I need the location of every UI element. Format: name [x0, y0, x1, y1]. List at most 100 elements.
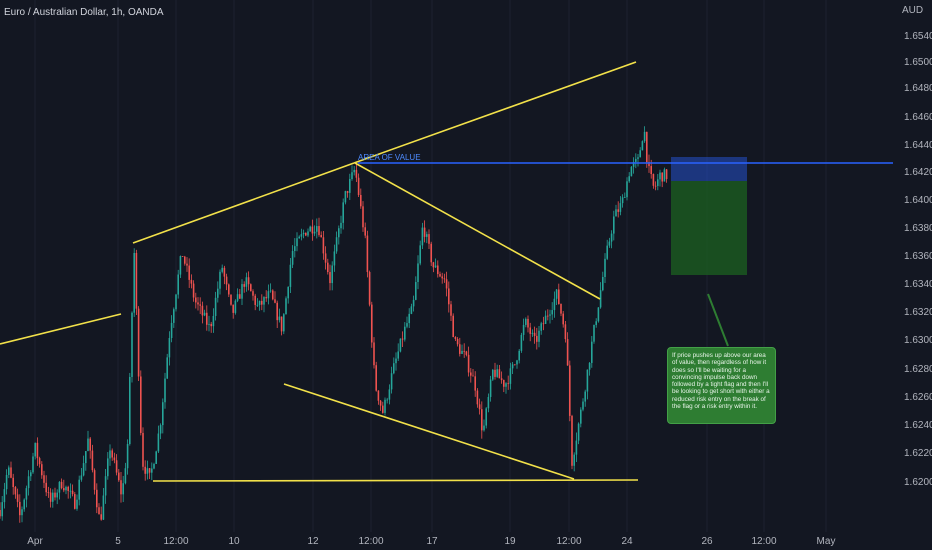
candle-body — [316, 226, 318, 232]
candle-body — [164, 378, 166, 403]
x-tick-label: May — [817, 536, 836, 547]
candle-body — [63, 488, 65, 491]
candle-body — [641, 141, 644, 151]
trendline-base[interactable] — [152, 479, 639, 482]
candle-body — [368, 272, 371, 305]
candle-body — [148, 468, 151, 473]
candle-body — [300, 234, 303, 237]
candle-body — [276, 302, 278, 321]
candle-body — [278, 316, 281, 321]
candle-body — [177, 274, 179, 295]
trendline-upper-2[interactable] — [353, 61, 637, 164]
candle-body — [441, 276, 443, 279]
trendline-left[interactable] — [0, 313, 122, 345]
candle-body — [538, 330, 540, 342]
trade-note[interactable]: If price pushes up above our area of val… — [667, 347, 776, 424]
risk-zone[interactable] — [671, 157, 747, 181]
candle-body — [322, 237, 325, 254]
candle-body — [487, 396, 490, 409]
candle-body — [507, 383, 509, 385]
candle-body — [247, 277, 250, 285]
x-tick-label: 17 — [426, 536, 438, 547]
candle-body — [525, 318, 527, 325]
candle-body — [434, 265, 437, 268]
candle-body — [162, 402, 164, 426]
candle-body — [201, 305, 204, 316]
candle-body — [311, 226, 314, 234]
candle-body — [575, 440, 578, 455]
trendline-wedge-top[interactable] — [354, 162, 601, 300]
candle-body — [261, 300, 263, 305]
candle-body — [549, 314, 551, 316]
candle-body — [379, 400, 382, 406]
candle-body — [184, 256, 186, 264]
candle-body — [657, 179, 659, 186]
candle-body — [500, 378, 503, 381]
candle-body — [461, 350, 463, 354]
candle-body — [384, 399, 386, 413]
candle-body — [551, 310, 553, 315]
candle-body — [558, 289, 560, 304]
candle-body — [408, 313, 410, 324]
candle-body — [476, 390, 479, 405]
y-tick-label: 1.64600 — [904, 112, 932, 123]
candle-body — [630, 166, 633, 177]
candle-body — [78, 479, 80, 500]
candle-body — [635, 158, 637, 162]
candle-body — [302, 232, 305, 235]
candle-body — [465, 351, 468, 355]
candle-body — [619, 203, 622, 212]
candle-body — [54, 492, 56, 498]
candle-body — [492, 369, 494, 380]
candle-body — [113, 457, 116, 461]
candle-body — [197, 302, 199, 305]
candle-body — [606, 245, 608, 259]
reward-zone[interactable] — [671, 181, 747, 275]
candle-body — [199, 304, 201, 306]
candle-body — [267, 291, 270, 299]
candle-body — [353, 169, 355, 173]
candle-body — [333, 251, 336, 266]
candle-body — [122, 483, 124, 495]
candle-body — [5, 474, 8, 490]
candle-body — [459, 344, 461, 354]
candle-body — [313, 231, 316, 234]
candle-body — [621, 197, 624, 204]
candle-body — [511, 364, 514, 369]
y-tick-label: 1.63000 — [904, 335, 932, 346]
candle-body — [432, 262, 435, 268]
candle-body — [76, 499, 78, 509]
candle-body — [610, 233, 613, 242]
candle-body — [294, 246, 296, 251]
y-axis-ticks: 1.65400 1.65000 1.64800 1.64600 1.64400 1.642… — [904, 31, 932, 488]
candle-body — [65, 486, 67, 491]
candle-body — [190, 279, 193, 284]
trendline-wedge-bottom[interactable] — [283, 383, 575, 480]
candle-body — [250, 284, 252, 292]
candle-body — [30, 472, 32, 477]
candle-body — [21, 509, 23, 516]
candle-body — [430, 243, 432, 263]
candle-body — [335, 237, 338, 252]
candle-body — [663, 169, 666, 182]
candle-body — [225, 276, 228, 285]
candle-body — [463, 350, 465, 352]
candle-body — [564, 324, 567, 340]
candle-body — [577, 423, 580, 441]
y-tick-label: 1.65000 — [904, 57, 932, 68]
candle-body — [397, 351, 399, 359]
candle-body — [74, 494, 76, 509]
candle-body — [252, 291, 254, 296]
trendline-upper-1[interactable] — [132, 162, 355, 244]
x-axis-ticks: Apr 5 12:00 10 12 12:00 17 19 12:00 24 26 12:00 May — [27, 536, 835, 547]
candle-body — [104, 476, 107, 496]
candle-body — [439, 274, 441, 277]
candle-body — [10, 467, 12, 478]
candle-body — [263, 297, 265, 305]
y-tick-label: 1.63600 — [904, 251, 932, 262]
candle-body — [3, 489, 6, 503]
candle-body — [591, 341, 593, 363]
candle-body — [421, 227, 424, 246]
candle-body — [344, 191, 347, 203]
